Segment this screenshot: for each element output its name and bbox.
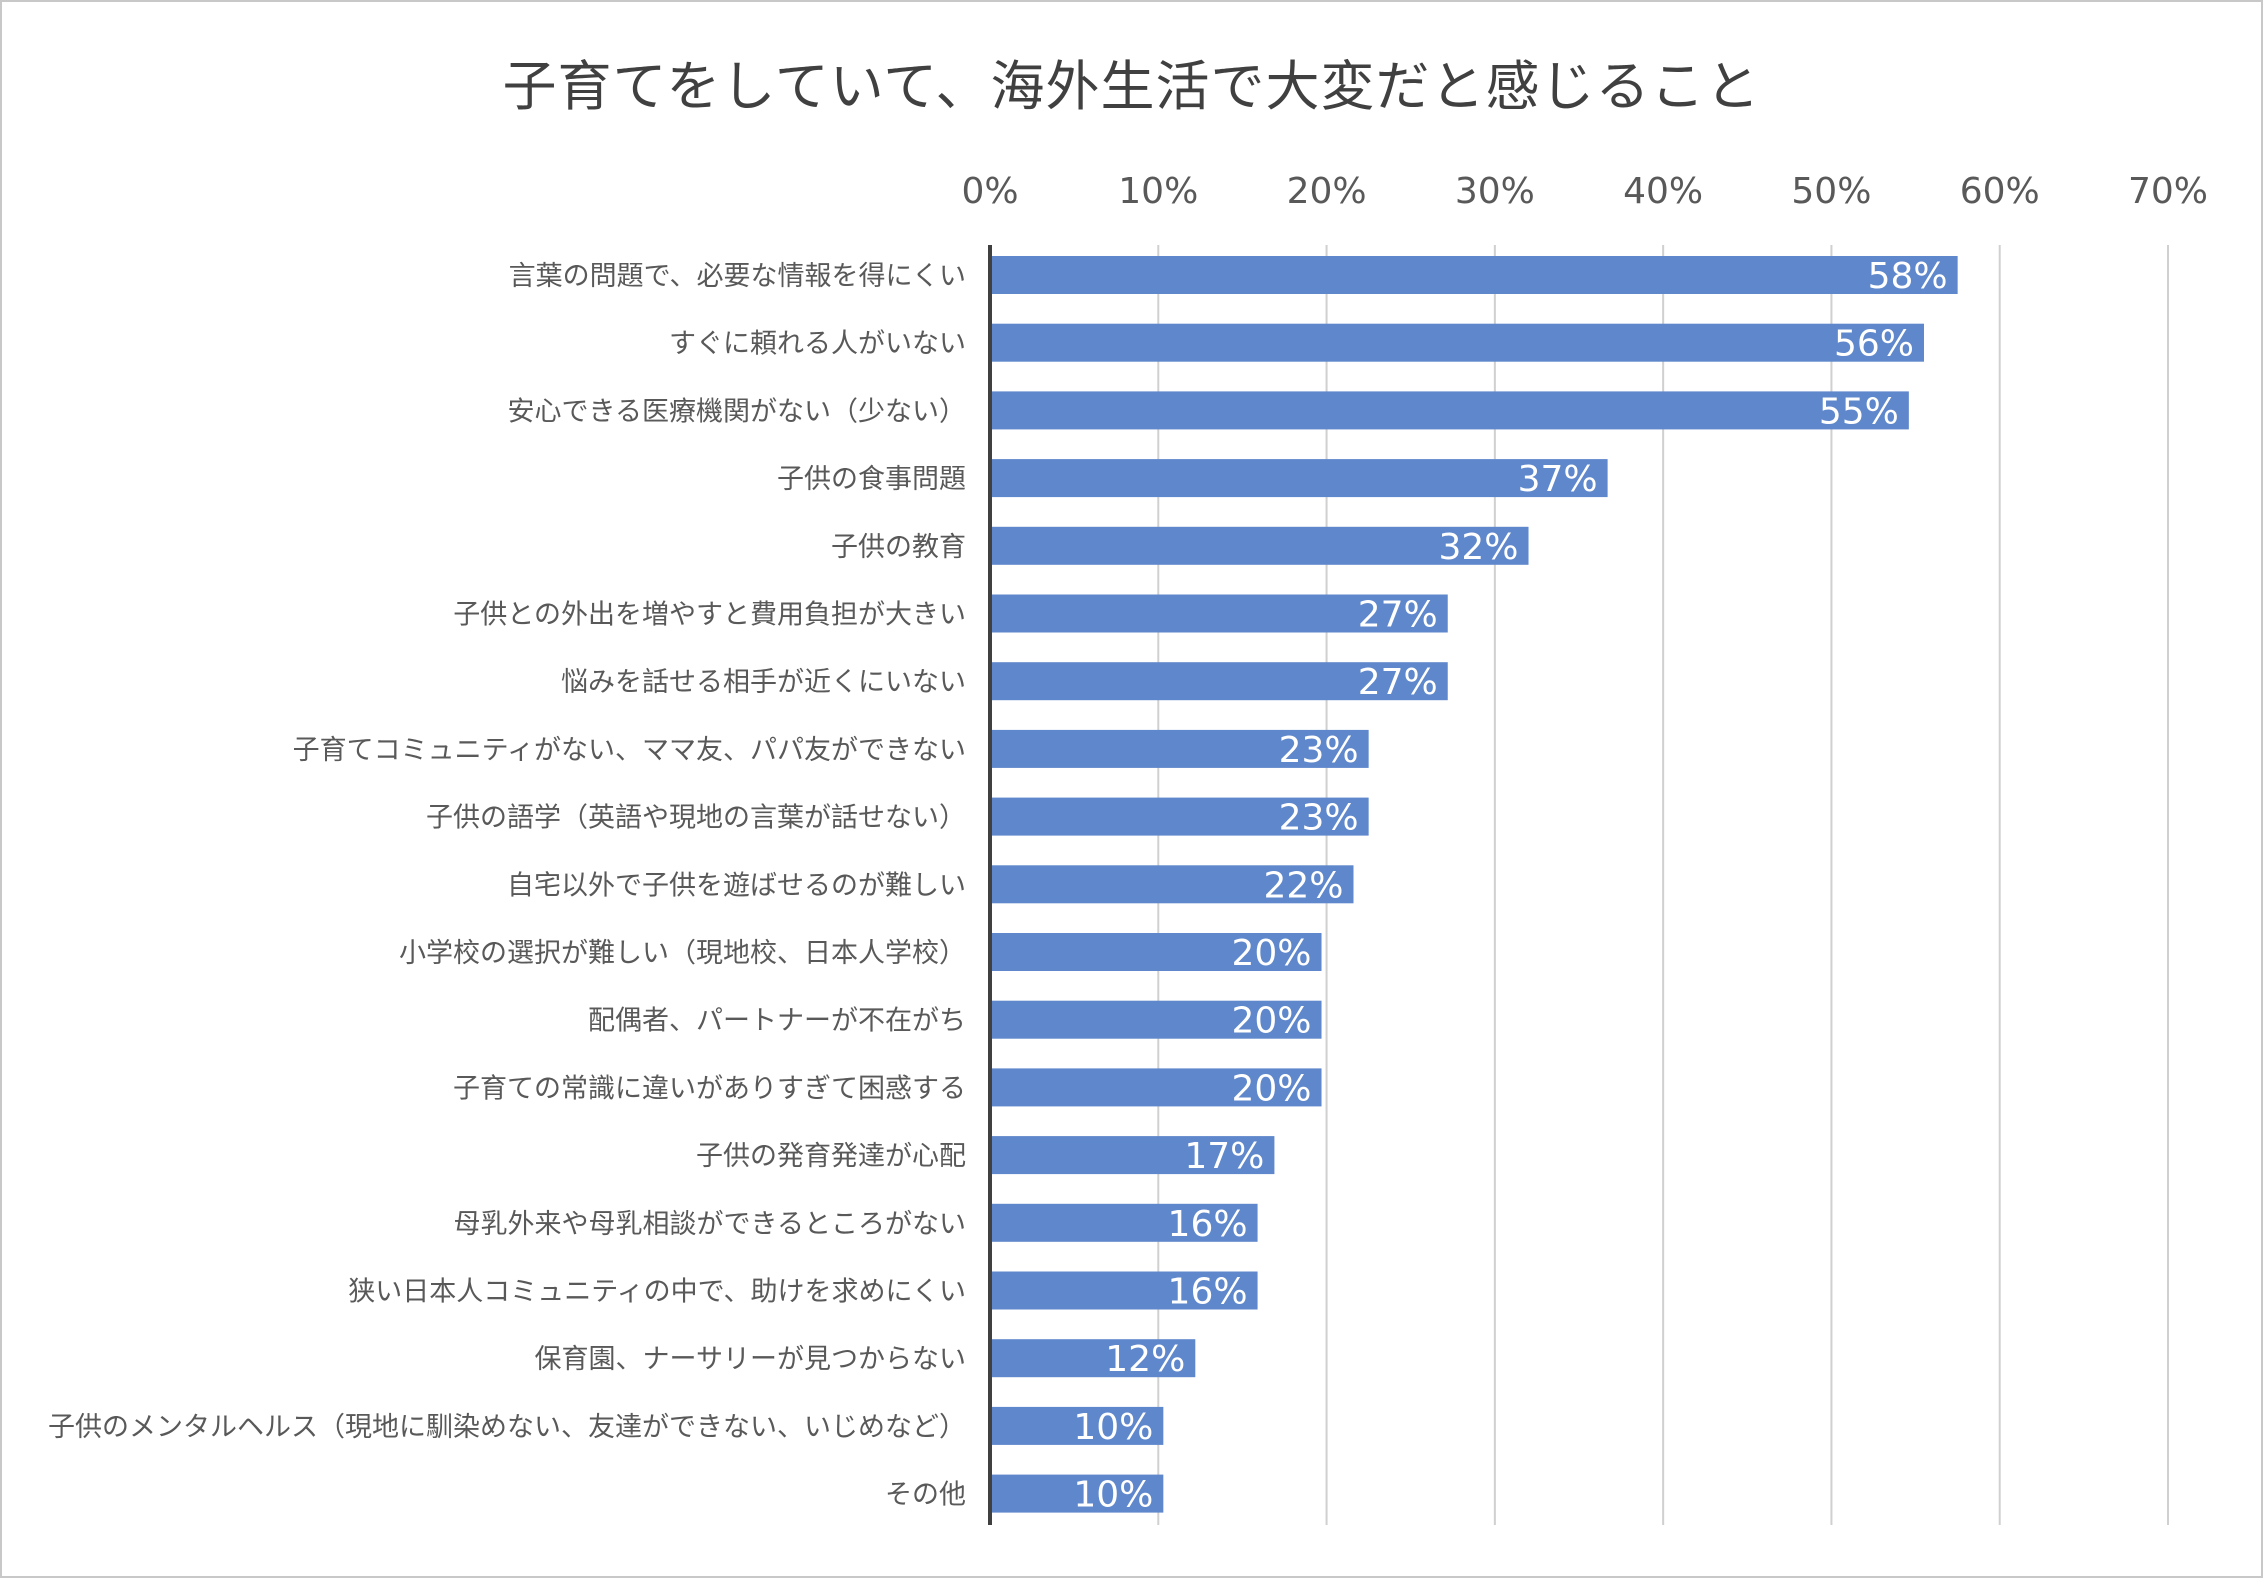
category-label: 子育てコミュニティがない、ママ友、パパ友ができない	[293, 735, 966, 766]
data-label: 20%	[1232, 1001, 1312, 1042]
data-label: 10%	[1073, 1407, 1153, 1448]
chart-title: 子育てをしていて、海外生活で大変だと感じること	[502, 55, 1761, 118]
category-label: 子供の食事問題	[777, 464, 966, 495]
data-label: 12%	[1105, 1339, 1185, 1380]
x-tick-label: 20%	[1287, 171, 1367, 212]
bar	[990, 1000, 1322, 1039]
category-label: その他	[885, 1480, 966, 1511]
x-tick-label: 10%	[1118, 171, 1198, 212]
data-label: 22%	[1263, 865, 1343, 906]
category-label: 子供の発育発達が心配	[696, 1141, 966, 1172]
category-label: 言葉の問題で、必要な情報を得にくい	[509, 261, 966, 292]
category-label: 子供のメンタルヘルス（現地に馴染めない、友達ができない、いじめなど）	[48, 1412, 966, 1443]
data-label: 55%	[1819, 391, 1899, 432]
bar	[990, 323, 1924, 362]
category-label: 自宅以外で子供を遊ばせるのが難しい	[507, 870, 966, 901]
x-tick-label: 40%	[1623, 171, 1703, 212]
bar	[990, 1339, 1196, 1378]
bar	[990, 256, 1958, 294]
x-tick-label: 30%	[1455, 171, 1535, 212]
bar	[990, 1203, 1258, 1242]
x-tick-label: 50%	[1791, 171, 1871, 212]
category-label: 子育ての常識に違いがありすぎて困惑する	[453, 1073, 966, 1104]
bar	[990, 594, 1448, 633]
bar	[990, 797, 1369, 836]
data-label: 58%	[1868, 256, 1948, 297]
category-label: 悩みを話せる相手が近くにいない	[561, 667, 966, 698]
bar	[990, 526, 1529, 565]
data-label: 37%	[1518, 459, 1598, 500]
data-label: 27%	[1358, 595, 1438, 636]
bar	[990, 729, 1369, 768]
data-label: 16%	[1168, 1204, 1248, 1245]
category-label: すぐに頼れる人がいない	[669, 329, 966, 360]
category-label: 子供との外出を増やすと費用負担が大きい	[453, 600, 966, 631]
data-label: 56%	[1834, 324, 1914, 365]
data-label: 23%	[1279, 730, 1359, 771]
bar	[990, 1406, 1164, 1445]
category-label: 子供の教育	[831, 532, 966, 563]
bar	[990, 459, 1608, 498]
bar	[990, 1136, 1275, 1175]
bar	[990, 1068, 1322, 1107]
x-tick-label: 60%	[1960, 171, 2040, 212]
data-label: 20%	[1232, 1068, 1312, 1109]
bar	[990, 1271, 1258, 1310]
category-label: 狭い日本人コミュニティの中で、助けを求めにくい	[348, 1277, 966, 1308]
category-label: 安心できる医療機関がない（少ない）	[508, 396, 966, 427]
bar	[990, 1474, 1164, 1513]
data-label: 27%	[1358, 662, 1438, 703]
data-label: 10%	[1073, 1475, 1153, 1516]
x-tick-label: 70%	[2128, 171, 2208, 212]
category-label: 保育園、ナーサリーが見つからない	[535, 1344, 966, 1375]
bar	[990, 391, 1909, 430]
category-label: 配偶者、パートナーが不在がち	[588, 1006, 966, 1037]
bar	[990, 662, 1448, 701]
data-label: 17%	[1184, 1136, 1264, 1177]
data-label: 16%	[1168, 1272, 1248, 1313]
bar	[990, 865, 1354, 904]
category-label: 子供の語学（英語や現地の言葉が話せない）	[426, 803, 966, 834]
category-label: 小学校の選択が難しい（現地校、日本人学校）	[399, 938, 966, 969]
bar	[990, 933, 1322, 971]
data-label: 20%	[1232, 933, 1312, 974]
data-label: 23%	[1279, 798, 1359, 839]
data-label: 32%	[1438, 527, 1518, 568]
x-tick-label: 0%	[961, 171, 1018, 212]
category-label: 母乳外来や母乳相談ができるところがない	[454, 1209, 966, 1240]
